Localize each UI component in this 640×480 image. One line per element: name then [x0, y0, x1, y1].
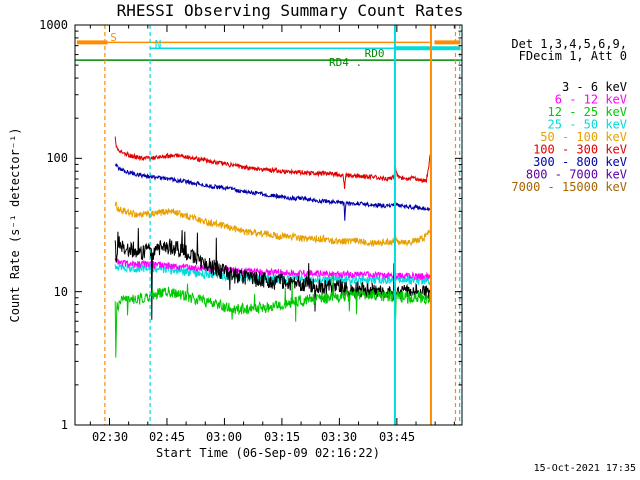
flag-label-rd0: RD0 — [365, 47, 385, 60]
legend-entry-50-100-kev: 50 - 100 keV — [540, 130, 627, 144]
x-tick-label-0345: 03:45 — [379, 430, 415, 444]
legend-entry-3-6-kev: 3 - 6 keV — [562, 80, 627, 94]
series-50-100-kev — [114, 201, 432, 248]
y-tick-label-10: 10 — [54, 285, 68, 299]
y-tick-label-100: 100 — [46, 151, 68, 165]
flag-label-rd4: RD4 . — [329, 56, 362, 69]
x-tick-label-0300: 03:00 — [206, 430, 242, 444]
plot-frame — [74, 24, 463, 426]
flag-label-s: S — [110, 31, 117, 44]
plot-dynamic-layer: S N RD4 .RD0 — [74, 24, 463, 426]
flag-vertical-lines: S N RD4 .RD0 — [104, 25, 461, 425]
legend-entry-7000-15000-kev: 7000 - 15000 keV — [511, 180, 627, 194]
legend-header-detectors: Det 1,3,4,5,6,9, — [511, 37, 627, 51]
series-300-800-kev — [114, 163, 432, 221]
plot-static-text: RHESSI Observing Summary Count Rates Sta… — [8, 1, 636, 474]
legend-entry-6-12-kev: 6 - 12 keV — [555, 93, 627, 107]
plot-creation-timestamp: 15-Oct-2021 17:35 — [534, 463, 636, 474]
legend-entry-25-50-kev: 25 - 50 keV — [548, 118, 627, 132]
legend-entry-800-7000-kev: 800 - 7000 keV — [526, 168, 627, 182]
y-tick-label-1: 1 — [61, 418, 68, 432]
y-tick-label-1000: 1000 — [39, 18, 68, 32]
x-tick-label-0230: 02:30 — [92, 430, 128, 444]
x-tick-label-0245: 02:45 — [149, 430, 185, 444]
axis-ticks — [75, 24, 462, 426]
series-100-300-kev — [114, 136, 432, 189]
legend-entry-100-300-kev: 100 - 300 keV — [533, 143, 627, 157]
legend-entry-12-25-kev: 12 - 25 keV — [548, 105, 627, 119]
x-tick-label-0315: 03:15 — [264, 430, 300, 444]
legend-entry-300-800-kev: 300 - 800 keV — [533, 155, 627, 169]
y-axis-label: Count Rate (s⁻¹ detector⁻¹) — [8, 127, 22, 322]
legend-header-fdecim: FDecim 1, Att 0 — [519, 49, 627, 63]
x-axis-label: Start Time (06-Sep-09 02:16:22) — [156, 446, 380, 460]
chart-title: RHESSI Observing Summary Count Rates — [117, 1, 464, 20]
series-group — [114, 136, 432, 358]
series-6-12-kev — [114, 258, 432, 281]
series-25-50-kev — [114, 263, 432, 286]
flag-label-n: N — [155, 38, 162, 51]
x-tick-label-0330: 03:30 — [321, 430, 357, 444]
flag-horizontal-lines — [75, 40, 462, 61]
series-12-25-kev — [114, 274, 432, 358]
